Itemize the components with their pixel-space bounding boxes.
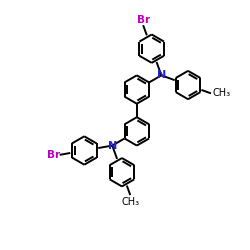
Text: N: N [157, 70, 166, 80]
Text: Br: Br [136, 15, 150, 25]
Text: N: N [108, 140, 117, 150]
Text: CH₃: CH₃ [212, 88, 231, 98]
Text: Br: Br [46, 150, 60, 160]
Text: CH₃: CH₃ [121, 197, 139, 207]
